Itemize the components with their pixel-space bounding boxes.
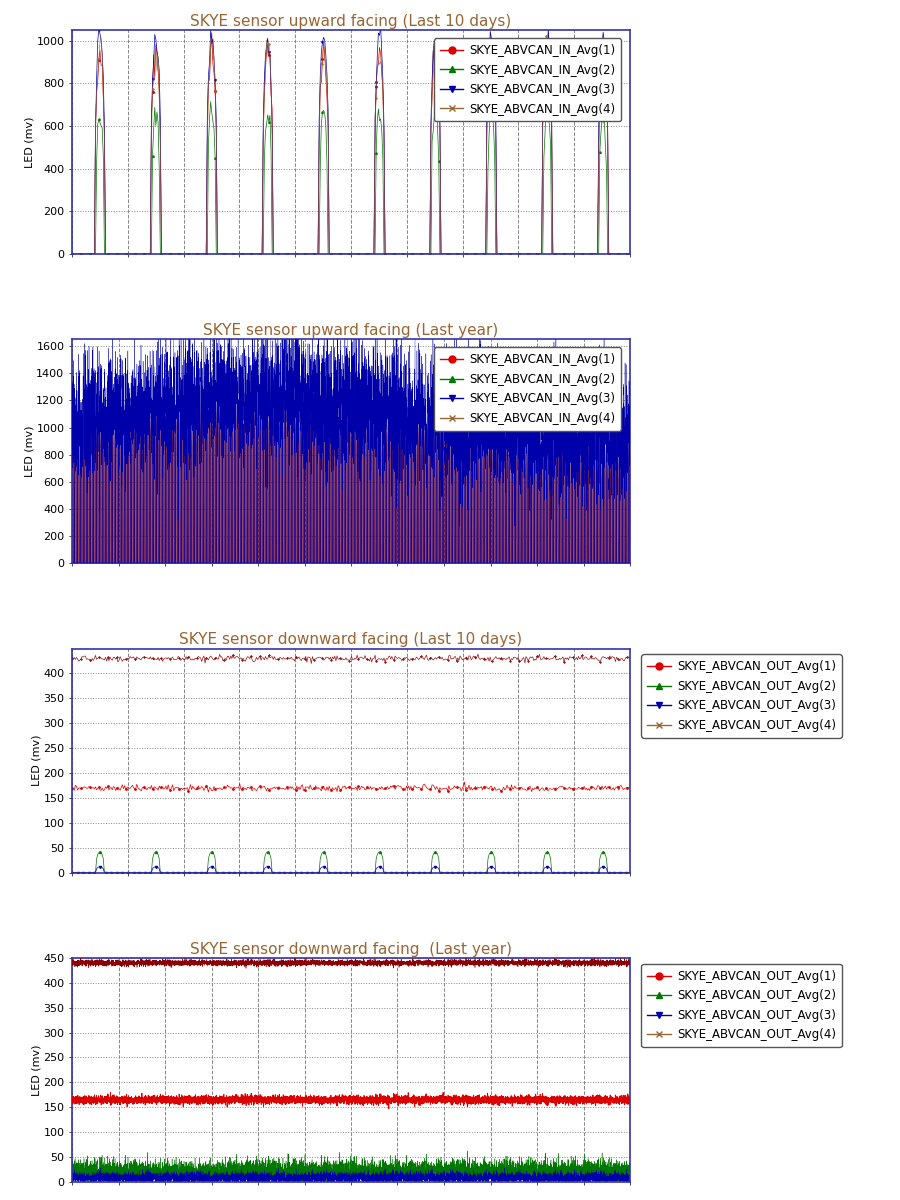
Y-axis label: LED (mv): LED (mv) bbox=[25, 426, 35, 478]
Title: SKYE sensor downward facing  (Last year): SKYE sensor downward facing (Last year) bbox=[190, 942, 512, 956]
Y-axis label: LED (mv): LED (mv) bbox=[32, 1044, 41, 1096]
Legend: SKYE_ABVCAN_OUT_Avg(1), SKYE_ABVCAN_OUT_Avg(2), SKYE_ABVCAN_OUT_Avg(3), SKYE_ABV: SKYE_ABVCAN_OUT_Avg(1), SKYE_ABVCAN_OUT_… bbox=[642, 654, 842, 738]
Legend: SKYE_ABVCAN_OUT_Avg(1), SKYE_ABVCAN_OUT_Avg(2), SKYE_ABVCAN_OUT_Avg(3), SKYE_ABV: SKYE_ABVCAN_OUT_Avg(1), SKYE_ABVCAN_OUT_… bbox=[642, 964, 842, 1048]
Y-axis label: LED (mv): LED (mv) bbox=[25, 116, 35, 168]
Legend: SKYE_ABVCAN_IN_Avg(1), SKYE_ABVCAN_IN_Avg(2), SKYE_ABVCAN_IN_Avg(3), SKYE_ABVCAN: SKYE_ABVCAN_IN_Avg(1), SKYE_ABVCAN_IN_Av… bbox=[434, 38, 621, 121]
Legend: SKYE_ABVCAN_IN_Avg(1), SKYE_ABVCAN_IN_Avg(2), SKYE_ABVCAN_IN_Avg(3), SKYE_ABVCAN: SKYE_ABVCAN_IN_Avg(1), SKYE_ABVCAN_IN_Av… bbox=[434, 348, 621, 431]
Title: SKYE sensor upward facing (Last year): SKYE sensor upward facing (Last year) bbox=[203, 323, 499, 338]
Y-axis label: LED (mv): LED (mv) bbox=[32, 734, 41, 786]
Title: SKYE sensor downward facing (Last 10 days): SKYE sensor downward facing (Last 10 day… bbox=[179, 632, 523, 648]
Title: SKYE sensor upward facing (Last 10 days): SKYE sensor upward facing (Last 10 days) bbox=[191, 14, 511, 29]
